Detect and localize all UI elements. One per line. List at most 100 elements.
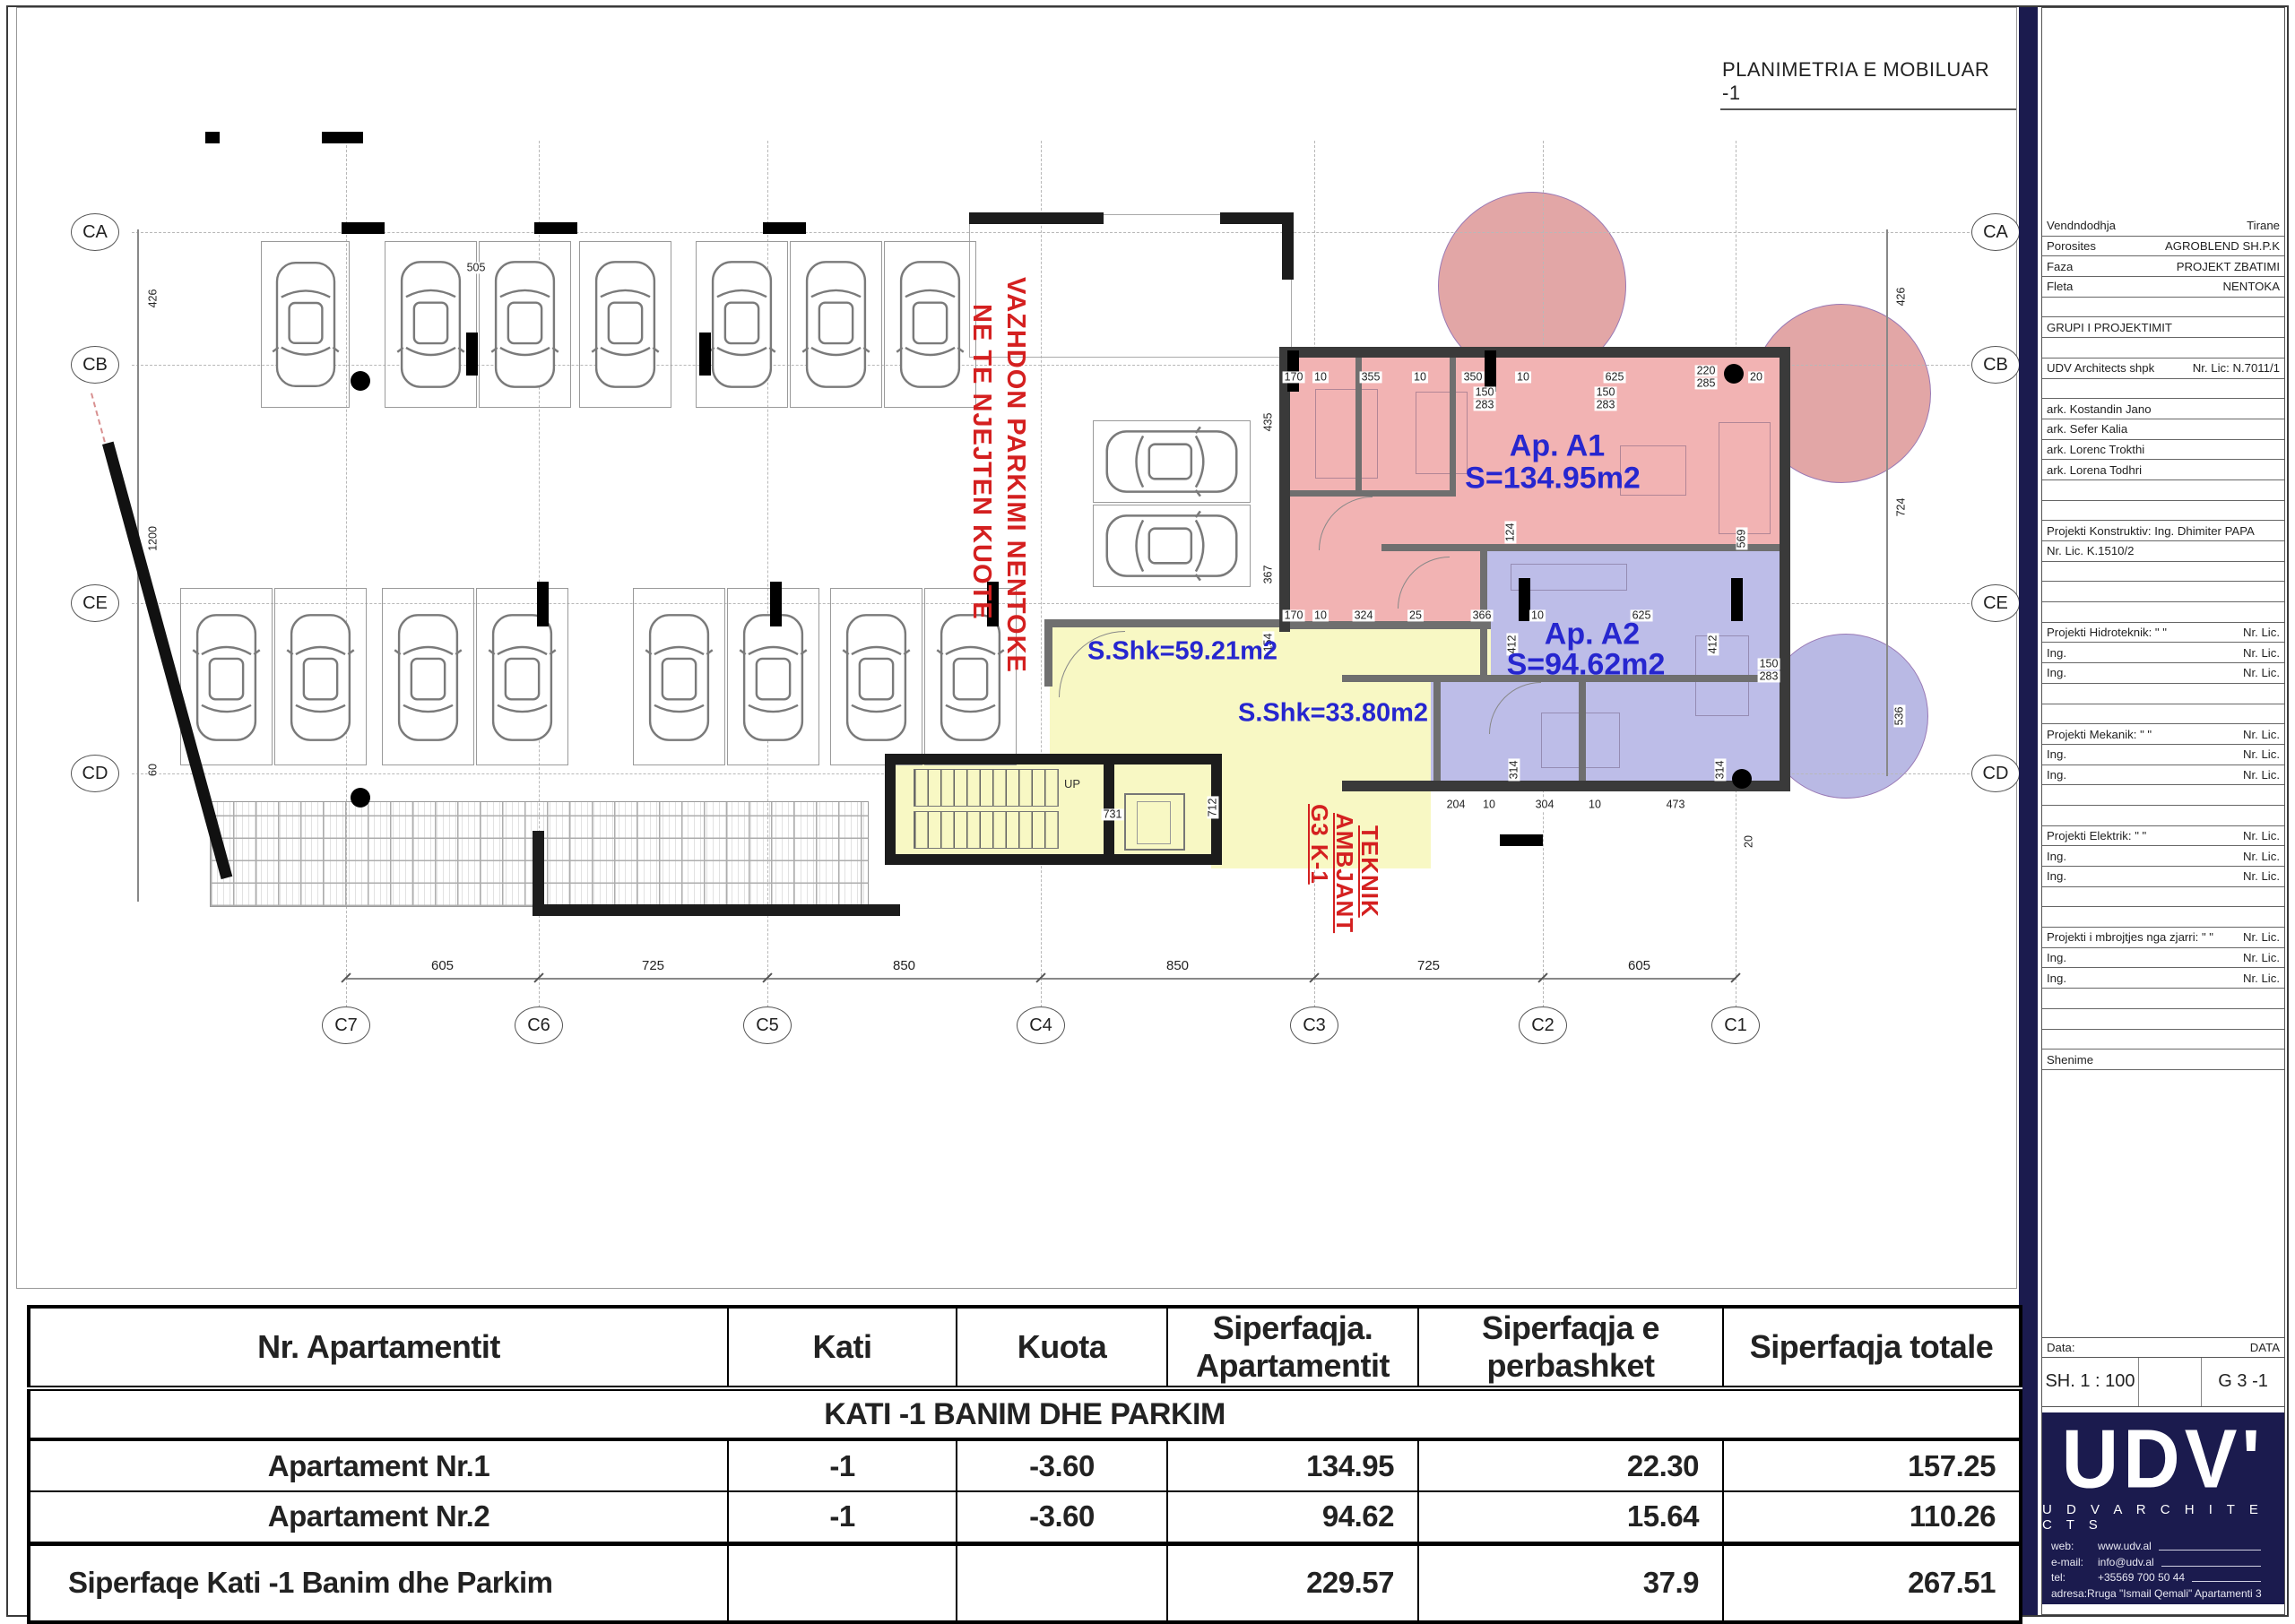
title-block-row: [2042, 298, 2284, 318]
title-block-row-value: Nr. Lic.: [2242, 645, 2280, 660]
title-block-spacer: [2042, 8, 2284, 216]
car-top-view: [591, 261, 660, 388]
title-block-row-label: ark. Lorena Todhri: [2047, 462, 2143, 477]
title-block-row: [2042, 704, 2284, 725]
title-block-row-value: Nr. Lic.: [2242, 849, 2280, 863]
grid-line-vertical: [539, 141, 540, 1012]
car-top-view: [490, 261, 559, 388]
dimension-label: 150: [1594, 385, 1617, 399]
table-cell-r1c1: -1: [727, 1490, 957, 1544]
stair-treads-lower: [914, 811, 1059, 849]
dimension-label: 412: [1706, 633, 1719, 656]
car-top-view: [286, 614, 355, 741]
table-header-0: Nr. Apartamentit: [28, 1306, 729, 1391]
title-block-row-label: Projekti Hidroteknik: " ": [2047, 626, 2167, 640]
title-block-row-label: Porosites: [2047, 239, 2096, 254]
table-total-c4: 37.9: [1417, 1541, 1724, 1623]
title-block-row-value: Nr. Lic.: [2242, 930, 2280, 945]
dimension-label: 314: [1507, 758, 1520, 782]
span-dimension: 725: [639, 958, 667, 974]
column-marker: [1485, 350, 1496, 392]
title-block-rows: Vendndodhja Tirane Porosites AGROBLEND SH.P…: [2042, 216, 2284, 1070]
dimension-label: 124: [1503, 521, 1517, 544]
title-block-row-label: Nr. Lic. K.1510/2: [2047, 544, 2135, 558]
title-block-row: Projekti Konstruktiv: Ing. Dhimiter PAPA: [2042, 521, 2284, 541]
title-block-row: Porosites AGROBLEND SH.P.K: [2042, 237, 2284, 257]
title-block-row-value: Nr. Lic.: [2242, 626, 2280, 640]
table-cell-r0c1: -1: [727, 1438, 957, 1492]
title-block-row-label: Faza: [2047, 259, 2074, 273]
partition: [1285, 621, 1491, 629]
udv-logo-mark: UDV': [2061, 1412, 2265, 1506]
dimension-label: 350: [1461, 370, 1485, 384]
parking-stall: [385, 241, 477, 408]
title-block-row-label: Ing.: [2047, 767, 2066, 782]
parking-stall: [884, 241, 976, 408]
date-row: Data: DATA: [2042, 1336, 2284, 1358]
car-top-view: [707, 261, 776, 388]
table-cell-r0c3: 134.95: [1166, 1438, 1419, 1492]
parking-stall: [479, 241, 571, 408]
contact-underline: [2161, 1565, 2261, 1567]
column-marker: [322, 132, 363, 143]
title-block-row: ark. Sefer Kalia: [2042, 419, 2284, 440]
stair-area-label-1: S.Shk=59.21m2: [1087, 636, 1278, 666]
title-block-row-value: Nr. Lic.: [2242, 747, 2280, 762]
column-dot: [1724, 364, 1744, 384]
dimension-label: 283: [1757, 669, 1780, 683]
lift-cab: [1124, 793, 1185, 851]
table-total-c3: 229.57: [1166, 1541, 1419, 1623]
grid-bubble-col: C5: [743, 1006, 792, 1044]
title-block-row: UDV Architects shpk Nr. Lic: N.7011/1: [2042, 358, 2284, 379]
parking-stall: [1093, 420, 1251, 503]
title-block-row-label: GRUPI I PROJEKTIMIT: [2047, 320, 2172, 334]
column-marker: [1731, 578, 1743, 621]
plan-title: PLANIMETRIA E MOBILUAR -1: [1720, 58, 2016, 110]
title-block-row: [2042, 602, 2284, 623]
title-block-row: Ing. Nr. Lic.: [2042, 968, 2284, 989]
partition: [1433, 682, 1441, 782]
panel-divider-strip: [2019, 7, 2038, 1615]
title-block-row-label: Projekti Mekanik: " ": [2047, 727, 2152, 741]
title-block-row: [2042, 1030, 2284, 1050]
contact-underline: [2192, 1581, 2261, 1583]
grid-bubble-col: C1: [1711, 1006, 1760, 1044]
sheet-code: G 3 -1: [2218, 1371, 2268, 1392]
contact-row: adresa: Rruga "Ismail Qemali" Apartamenti…: [2042, 1587, 2270, 1600]
title-block-row: Ing. Nr. Lic.: [2042, 765, 2284, 786]
stair-wall-left: [885, 754, 896, 865]
title-block-row: GRUPI I PROJEKTIMIT: [2042, 317, 2284, 339]
table-band: KATI -1 BANIM DHE PARKIM: [28, 1387, 2022, 1441]
title-block-row-value: Tirane: [2247, 219, 2280, 233]
title-block-row-label: UDV Architects shpk: [2047, 361, 2155, 376]
grid-bubble-row-left: CD: [71, 755, 119, 792]
parking-stall: [830, 588, 922, 765]
grid-line-vertical: [767, 141, 768, 1012]
scale-spare-cell: [2139, 1357, 2203, 1406]
partition: [1290, 490, 1456, 497]
car-top-view: [1105, 510, 1238, 582]
dimension-label: 20: [1748, 370, 1764, 384]
scale-value: SH. 1 : 100: [2042, 1357, 2139, 1406]
scale-row: SH. 1 : 100 G 3 -1: [2042, 1357, 2284, 1407]
table-total-c0: Siperfaqe Kati -1 Banim dhe Parkim: [28, 1541, 729, 1623]
furniture: [1719, 422, 1771, 534]
table-cell-r1c4: 15.64: [1417, 1490, 1724, 1544]
title-block-row-label: Projekti i mbrojtjes nga zjarri: " ": [2047, 930, 2213, 945]
grid-bubble-col: C4: [1017, 1006, 1065, 1044]
title-block-row: Ing. Nr. Lic.: [2042, 948, 2284, 969]
date-value: DATA: [2249, 1340, 2280, 1354]
dimension-label: 569: [1735, 527, 1748, 550]
title-block-row: Vendndodhja Tirane: [2042, 216, 2284, 237]
udv-logo-block: UDV' U D V A R C H I T E C T S web: www.u…: [2042, 1412, 2284, 1604]
car-top-view: [842, 614, 911, 741]
grid-line-vertical: [1041, 141, 1042, 1012]
title-block-row: [2042, 989, 2284, 1009]
car-top-view: [896, 261, 965, 388]
title-block-row: [2042, 684, 2284, 704]
grid-bubble-row-left: CB: [71, 346, 119, 384]
title-block-row: ark. Lorenc Trokthi: [2042, 440, 2284, 461]
contact-row: web: www.udv.al: [2042, 1540, 2270, 1552]
title-block-row: Ing. Nr. Lic.: [2042, 867, 2284, 887]
dimension-label: 10: [1587, 798, 1603, 811]
